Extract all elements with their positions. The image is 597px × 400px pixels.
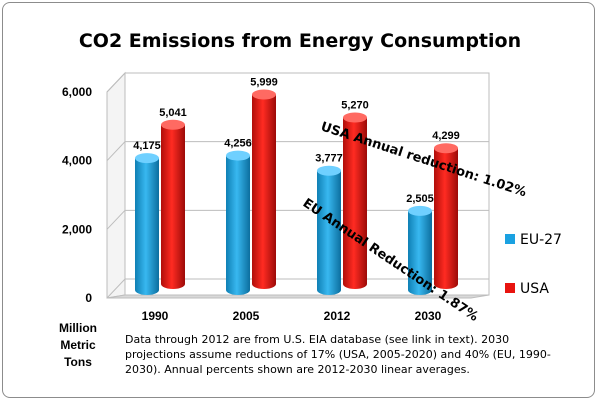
y-tick-labels: 0 2,000 4,000 6,000 <box>62 85 92 305</box>
chart-footnote: Data through 2012 are from U.S. EIA data… <box>125 333 551 376</box>
bar-body <box>408 210 432 295</box>
bar-top <box>434 143 458 154</box>
gridline <box>106 209 489 230</box>
y-unit-line-3: Tons <box>64 355 92 369</box>
bar-top <box>408 205 432 216</box>
y-tick-label: 2,000 <box>62 222 92 236</box>
y-unit-line-1: Million <box>59 321 97 335</box>
chart-title: CO2 Emissions from Energy Consumption <box>79 30 521 52</box>
bar-top <box>226 150 250 161</box>
data-labels: 4,175 5,041 4,256 5,999 3,777 5,270 2,505 4,299 <box>133 77 460 205</box>
bar-body <box>226 155 250 295</box>
legend-label-eu: EU-27 <box>520 232 562 248</box>
bar-eu-1990 <box>135 153 159 295</box>
y-tick-label: 0 <box>85 291 92 305</box>
bar-body <box>252 94 276 289</box>
bar-top <box>317 165 341 176</box>
data-label: 4,256 <box>224 138 252 150</box>
bar-usa-2005 <box>252 89 276 289</box>
data-label: 5,999 <box>250 77 278 89</box>
x-tick-label: 2012 <box>324 309 351 323</box>
data-label: 3,777 <box>315 153 343 165</box>
x-tick-labels: 1990 2005 2012 2030 <box>142 309 442 323</box>
bar-eu-2012 <box>317 165 341 295</box>
bars <box>135 89 458 295</box>
bar-usa-2030 <box>434 143 458 289</box>
data-label: 5,270 <box>341 100 369 112</box>
legend-label-usa: USA <box>520 281 549 297</box>
bar-body <box>317 170 341 295</box>
y-tick-label: 4,000 <box>62 154 92 168</box>
data-label: 5,041 <box>159 107 187 119</box>
side-wall <box>106 71 126 299</box>
x-tick-label: 2030 <box>415 309 442 323</box>
y-axis-unit: Million Metric Tons <box>59 321 97 369</box>
bar-body <box>161 124 185 290</box>
gridline <box>106 141 489 162</box>
legend: EU-27 USA <box>505 232 562 297</box>
data-label: 2,505 <box>406 193 434 205</box>
bar-eu-2030 <box>408 205 432 295</box>
bar-top <box>252 89 276 100</box>
gridline <box>106 278 489 299</box>
bar-top <box>135 153 159 164</box>
bar-body <box>343 117 367 289</box>
bar-usa-2012 <box>343 112 367 289</box>
x-tick-label: 2005 <box>233 309 260 323</box>
floor <box>106 294 490 299</box>
legend-swatch-eu <box>505 234 515 244</box>
gridlines <box>106 72 489 299</box>
data-label: 4,299 <box>432 130 460 142</box>
bar-body <box>434 148 458 289</box>
bar-top <box>161 119 185 130</box>
bar-usa-1990 <box>161 119 185 290</box>
y-unit-line-2: Metric <box>60 338 96 352</box>
bar-eu-2005 <box>226 150 250 295</box>
gridline <box>106 72 489 93</box>
bar-top <box>343 112 367 123</box>
y-tick-label: 6,000 <box>62 85 92 99</box>
bar-body <box>135 158 159 295</box>
x-tick-label: 1990 <box>142 309 169 323</box>
legend-swatch-usa <box>505 283 515 293</box>
data-label: 4,175 <box>133 140 161 152</box>
